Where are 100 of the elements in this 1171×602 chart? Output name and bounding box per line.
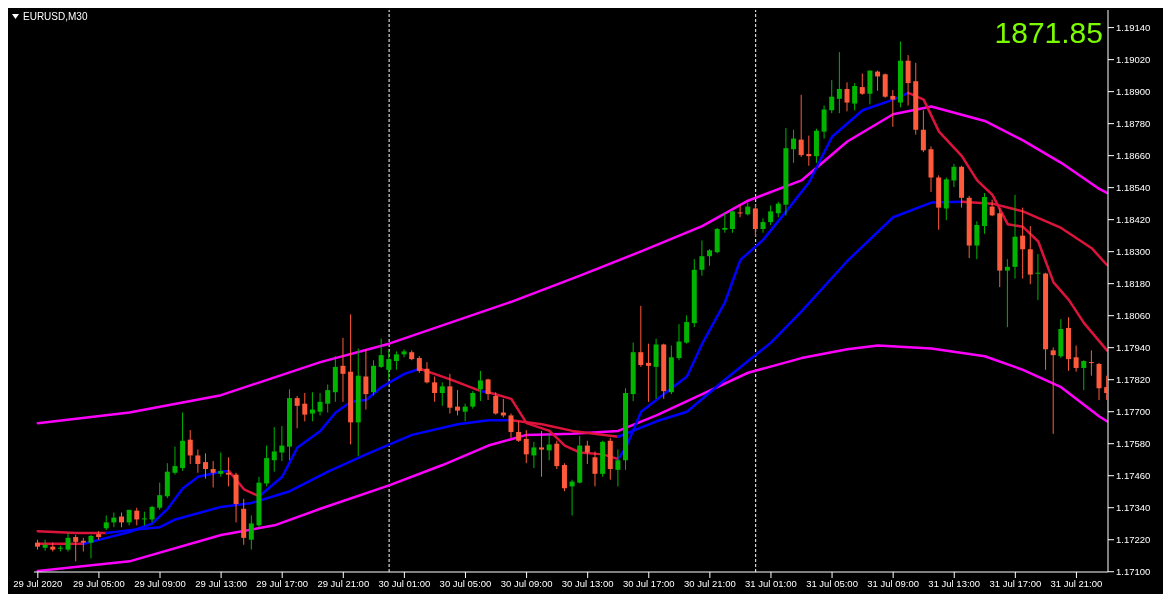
candlestick bbox=[653, 338, 659, 400]
x-tick-label: 31 Jul 17:00 bbox=[989, 577, 1042, 589]
candlestick bbox=[920, 109, 926, 153]
candlestick bbox=[844, 81, 850, 112]
y-tick-label: 1.18780 bbox=[1116, 118, 1151, 129]
line-series bbox=[907, 91, 1108, 352]
y-tick-label: 1.18900 bbox=[1116, 85, 1151, 97]
candlestick bbox=[1073, 345, 1079, 373]
y-tick-label: 1.17940 bbox=[1116, 342, 1151, 354]
candlestick bbox=[279, 425, 285, 462]
candlestick bbox=[447, 373, 453, 415]
x-tick-label: 30 Jul 13:00 bbox=[561, 577, 614, 589]
candlestick bbox=[393, 350, 399, 371]
x-tick-label: 30 Jul 21:00 bbox=[683, 577, 736, 589]
candlestick bbox=[615, 449, 621, 487]
candlestick bbox=[699, 239, 705, 277]
x-tick-label: 29 Jul 13:00 bbox=[195, 577, 247, 589]
x-tick-label: 31 Jul 13:00 bbox=[928, 577, 981, 589]
candlestick bbox=[65, 532, 71, 552]
candlestick bbox=[1035, 253, 1041, 301]
candlestick bbox=[798, 94, 804, 158]
x-tick-label: 29 Jul 05:00 bbox=[73, 577, 125, 589]
annotation: 1871.85 bbox=[994, 16, 1103, 50]
y-tick-label: 1.17820 bbox=[1116, 374, 1151, 386]
candlestick bbox=[531, 441, 537, 469]
candlestick bbox=[424, 361, 430, 384]
candlestick bbox=[836, 51, 842, 114]
chart-title: EURUSD,M30 bbox=[23, 11, 88, 22]
candlestick bbox=[386, 349, 392, 380]
candlestick bbox=[1004, 258, 1010, 328]
candlestick bbox=[248, 514, 254, 551]
y-tick-label: 1.17100 bbox=[1116, 566, 1151, 578]
candlestick bbox=[1050, 346, 1056, 435]
x-tick-label: 30 Jul 01:00 bbox=[378, 577, 431, 589]
candlestick bbox=[821, 104, 827, 140]
candlestick bbox=[73, 534, 79, 562]
x-tick-label: 29 Jul 2020 bbox=[13, 577, 63, 589]
y-tick-label: 1.17340 bbox=[1116, 502, 1151, 514]
candlestick bbox=[890, 89, 896, 128]
candlestick bbox=[882, 72, 888, 99]
candlestick bbox=[905, 54, 911, 106]
y-tick-label: 1.18180 bbox=[1116, 278, 1151, 290]
candlestick bbox=[294, 395, 300, 429]
candlestick bbox=[859, 72, 865, 96]
x-tick-label: 31 Jul 05:00 bbox=[806, 577, 858, 589]
candlestick bbox=[539, 430, 545, 478]
candlestick bbox=[378, 338, 384, 369]
candlestick bbox=[638, 305, 644, 368]
candlestick bbox=[989, 199, 995, 217]
candlestick bbox=[852, 82, 858, 111]
candlestick bbox=[88, 534, 94, 559]
candlestick bbox=[791, 129, 797, 164]
candlestick bbox=[1088, 349, 1094, 377]
candlestick bbox=[714, 227, 720, 254]
y-tick-label: 1.17700 bbox=[1116, 406, 1151, 418]
candlestick bbox=[752, 204, 758, 238]
candlestick bbox=[676, 323, 682, 361]
candlestick bbox=[722, 212, 728, 234]
y-tick-label: 1.18660 bbox=[1116, 150, 1151, 162]
candlestick bbox=[645, 343, 651, 403]
candlestick bbox=[523, 429, 529, 464]
candlestick bbox=[516, 420, 522, 443]
y-tick-label: 1.18300 bbox=[1116, 246, 1151, 258]
candlestick bbox=[271, 426, 277, 473]
y-tick-label: 1.17460 bbox=[1116, 470, 1151, 482]
candlestick bbox=[951, 163, 957, 188]
x-tick-label: 29 Jul 09:00 bbox=[134, 577, 186, 589]
candlestick bbox=[1081, 359, 1087, 391]
candlestick bbox=[974, 220, 980, 260]
candlestick bbox=[806, 135, 812, 167]
candlestick bbox=[867, 70, 873, 105]
candlestick bbox=[210, 460, 216, 488]
line-series bbox=[36, 105, 1108, 425]
x-tick-label: 31 Jul 21:00 bbox=[1050, 577, 1103, 589]
candlestick bbox=[729, 210, 735, 234]
candlestick bbox=[325, 383, 331, 413]
y-tick-label: 1.18420 bbox=[1116, 214, 1151, 226]
x-tick-label: 30 Jul 17:00 bbox=[622, 577, 675, 589]
x-tick-label: 30 Jul 09:00 bbox=[500, 577, 553, 589]
y-tick-label: 1.18060 bbox=[1116, 310, 1151, 322]
candlestick bbox=[561, 462, 567, 492]
candlestick bbox=[218, 452, 224, 478]
candlestick bbox=[317, 392, 323, 416]
candlestick bbox=[225, 456, 231, 487]
candlestick bbox=[584, 440, 590, 465]
candlestick bbox=[195, 449, 201, 474]
candlestick bbox=[737, 204, 743, 218]
candlestick bbox=[477, 370, 483, 402]
y-tick-label: 1.17220 bbox=[1116, 534, 1151, 546]
y-tick-label: 1.19140 bbox=[1116, 21, 1151, 33]
candlestick bbox=[500, 398, 506, 418]
y-tick-label: 1.17580 bbox=[1116, 438, 1151, 450]
x-tick-label: 29 Jul 17:00 bbox=[256, 577, 309, 589]
candlestick bbox=[157, 482, 163, 511]
candlestick bbox=[401, 348, 407, 358]
y-tick-label: 1.18540 bbox=[1116, 182, 1151, 194]
candlestick bbox=[1020, 207, 1026, 280]
candlestick bbox=[432, 375, 438, 403]
x-tick-label: 31 Jul 01:00 bbox=[745, 577, 797, 589]
candlestick bbox=[172, 446, 178, 476]
